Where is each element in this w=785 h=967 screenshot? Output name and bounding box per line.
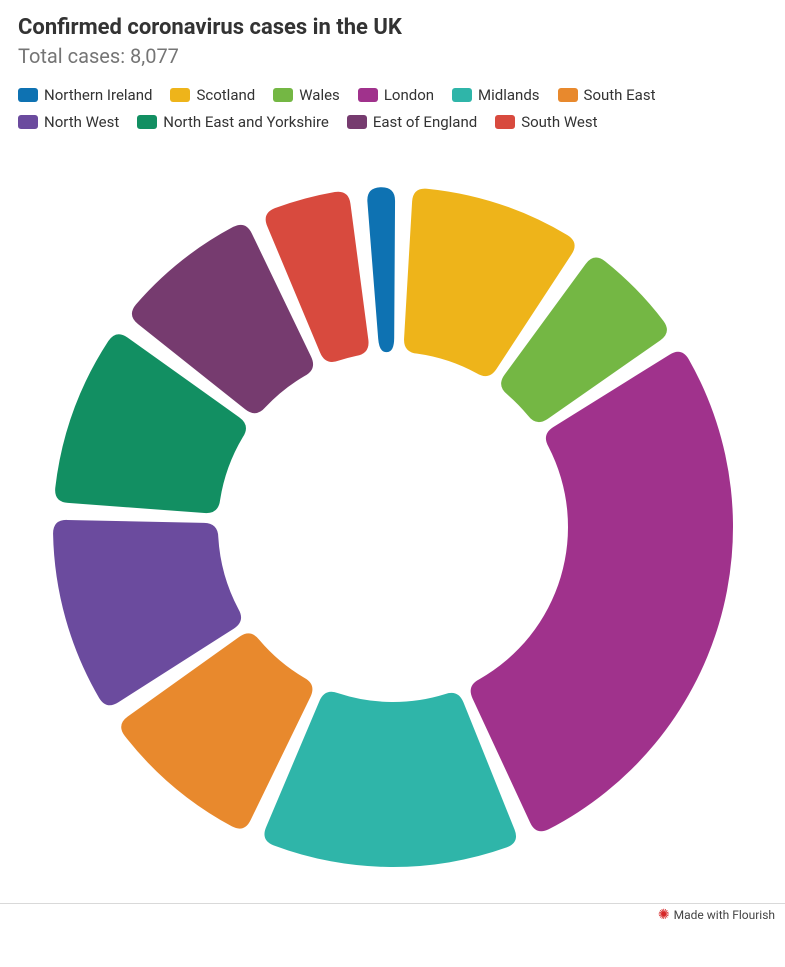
legend-swatch [358,88,378,102]
flourish-icon: ✺ [658,908,670,922]
legend-label: London [384,85,434,106]
legend-label: South West [521,112,597,133]
legend-swatch [558,88,578,102]
legend-item[interactable]: North West [18,112,119,133]
chart-subtitle: Total cases: 8,077 [18,44,767,69]
legend-item[interactable]: North East and Yorkshire [137,112,329,133]
chart-area [18,143,767,903]
legend-item[interactable]: East of England [347,112,477,133]
legend-label: Scotland [196,85,255,106]
attribution-label: Made with Flourish [674,908,775,922]
legend-label: East of England [373,112,477,133]
legend-item[interactable]: South East [558,85,656,106]
legend-swatch [18,115,38,129]
legend-swatch [495,115,515,129]
chart-title: Confirmed coronavirus cases in the UK [18,14,767,42]
donut-slice[interactable] [470,351,732,831]
legend-item[interactable]: Wales [273,85,340,106]
legend: Northern Ireland Scotland Wales London Midla… [18,85,767,133]
chart-container: Confirmed coronavirus cases in the UK To… [0,0,785,903]
legend-item[interactable]: London [358,85,434,106]
donut-slice[interactable] [367,187,395,352]
legend-item[interactable]: Northern Ireland [18,85,152,106]
legend-item[interactable]: South West [495,112,597,133]
attribution-footer: ✺ Made with Flourish [0,903,785,928]
legend-label: North West [44,112,119,133]
donut-slice[interactable] [264,691,516,866]
legend-swatch [347,115,367,129]
legend-swatch [170,88,190,102]
donut-chart [33,167,753,887]
legend-label: North East and Yorkshire [163,112,329,133]
legend-label: South East [584,85,656,106]
legend-swatch [18,88,38,102]
legend-item[interactable]: Scotland [170,85,255,106]
legend-swatch [452,88,472,102]
legend-label: Wales [299,85,340,106]
legend-label: Midlands [478,85,540,106]
legend-swatch [273,88,293,102]
legend-label: Northern Ireland [44,85,152,106]
legend-swatch [137,115,157,129]
legend-item[interactable]: Midlands [452,85,540,106]
